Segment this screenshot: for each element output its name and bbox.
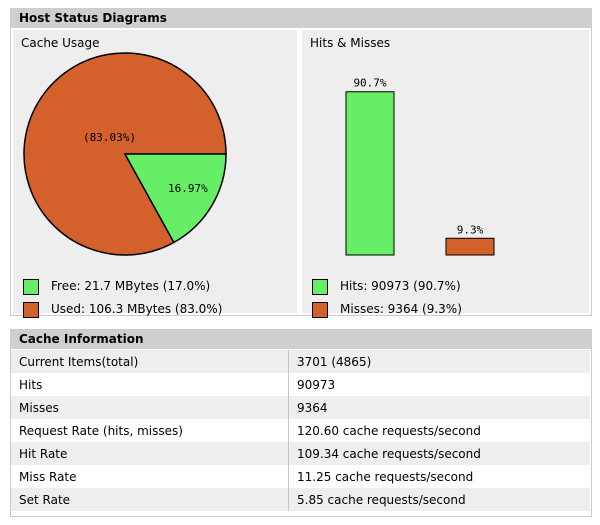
cache-usage-pie-chart: (83.03%) 16.97%: [23, 52, 227, 256]
info-value: 9364: [288, 396, 590, 419]
cache-usage-cell: Cache Usage (83.03%) 16.97% Free: 21.7 M…: [13, 30, 297, 318]
table-row: Current Items(total) 3701 (4865): [11, 350, 590, 373]
table-row: Miss Rate 11.25 cache requests/second: [11, 465, 590, 488]
legend-misses-text: Misses: 9364 (9.3%): [340, 302, 462, 316]
hits-misses-title: Hits & Misses: [310, 36, 391, 50]
host-status-header: Host Status Diagrams: [11, 9, 591, 28]
info-value: 90973: [288, 373, 590, 396]
pie-slice-free: [123, 153, 227, 244]
bar-misses: [445, 237, 495, 256]
info-label: Hits: [11, 373, 289, 396]
table-row: Hits 90973: [11, 373, 590, 396]
table-row: Hit Rate 109.34 cache requests/second: [11, 442, 590, 465]
legend-used-text: Used: 106.3 MBytes (83.0%): [51, 302, 223, 316]
info-value: 120.60 cache requests/second: [288, 419, 590, 442]
pie-used-label: (83.03%): [83, 131, 136, 144]
cache-info-table: Current Items(total) 3701 (4865) Hits 90973…: [11, 350, 590, 511]
bar-misses-label: 9.3%: [457, 223, 484, 236]
legend-hits-text: Hits: 90973 (90.7%): [340, 279, 461, 293]
cache-info-header: Cache Information: [11, 330, 591, 349]
info-value: 3701 (4865): [288, 350, 590, 373]
info-label: Miss Rate: [11, 465, 289, 488]
used-swatch: [23, 301, 39, 318]
host-status-panel: Host Status Diagrams Cache Usage (83.03%…: [10, 8, 592, 318]
info-label: Current Items(total): [11, 350, 289, 373]
legend-hits: Hits: 90973 (90.7%): [312, 277, 461, 295]
hits-misses-bar-chart: 90.7% 9.3%: [345, 77, 495, 256]
hits-swatch: [312, 278, 328, 295]
table-row: Request Rate (hits, misses) 120.60 cache …: [11, 419, 590, 442]
legend-free-text: Free: 21.7 MBytes (17.0%): [51, 279, 211, 293]
table-row: Misses 9364: [11, 396, 590, 419]
hits-misses-cell: Hits & Misses 90.7% 9.3% Hits: 90973 (90…: [302, 30, 589, 318]
info-label: Hit Rate: [11, 442, 289, 465]
info-label: Misses: [11, 396, 289, 419]
bar-hits-label: 90.7%: [353, 77, 386, 90]
info-value: 5.85 cache requests/second: [288, 488, 590, 511]
table-row: Set Rate 5.85 cache requests/second: [11, 488, 590, 511]
free-swatch: [23, 278, 39, 295]
legend-used: Used: 106.3 MBytes (83.0%): [23, 300, 222, 318]
legend-misses: Misses: 9364 (9.3%): [312, 300, 462, 318]
info-label: Set Rate: [11, 488, 289, 511]
pie-free-label: 16.97%: [168, 182, 208, 195]
info-value: 109.34 cache requests/second: [288, 442, 590, 465]
bar-hits: [345, 91, 395, 256]
misses-swatch: [312, 301, 328, 318]
cache-usage-title: Cache Usage: [21, 36, 100, 50]
legend-free: Free: 21.7 MBytes (17.0%): [23, 277, 210, 295]
info-value: 11.25 cache requests/second: [288, 465, 590, 488]
info-label: Request Rate (hits, misses): [11, 419, 289, 442]
